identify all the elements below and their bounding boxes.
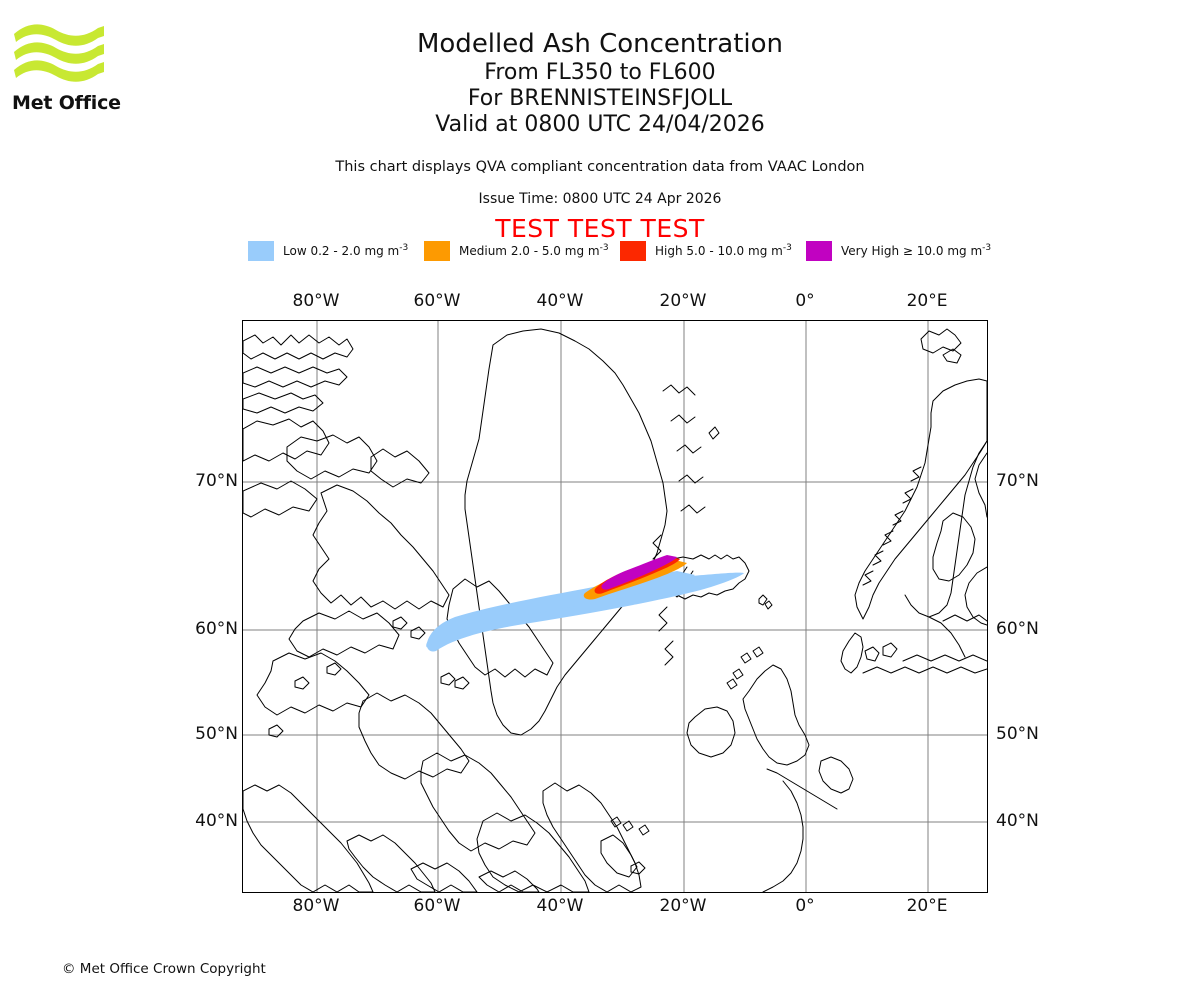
- copyright-footer: © Met Office Crown Copyright: [62, 961, 266, 977]
- legend-swatch-high: [620, 240, 646, 261]
- lon-label-bottom-1: 60°W: [413, 896, 461, 916]
- lon-label-bottom-2: 40°W: [536, 896, 584, 916]
- lon-label-top-0: 80°W: [292, 291, 340, 311]
- compliance-note: This chart displays QVA compliant concen…: [0, 156, 1200, 178]
- page-title: Modelled Ash Concentration: [416, 29, 784, 59]
- lon-label-top-5: 20°E: [906, 291, 948, 311]
- coastlines: [243, 328, 987, 892]
- chart-title-block: Modelled Ash Concentration From FL350 to…: [0, 28, 1200, 138]
- legend-label-very-high: Very High ≥ 10.0 mg m-3: [841, 243, 992, 258]
- concentration-legend: Low 0.2 - 2.0 mg m-3 Medium 2.0 - 5.0 mg…: [248, 240, 991, 262]
- met-office-wordmark: Met Office: [12, 92, 121, 114]
- lon-label-bottom-3: 20°W: [659, 896, 707, 916]
- lon-label-bottom-4: 0°: [795, 896, 815, 916]
- legend-entry-high: High 5.0 - 10.0 mg m-3: [620, 240, 792, 262]
- lat-label-right-3: 40°N: [996, 811, 1039, 831]
- legend-label-high: High 5.0 - 10.0 mg m-3: [655, 243, 792, 258]
- lat-label-left-1: 60°N: [195, 619, 238, 639]
- lon-label-bottom-0: 80°W: [292, 896, 340, 916]
- lat-label-right-1: 60°N: [996, 619, 1039, 639]
- met-office-wave-icon: [14, 24, 104, 82]
- lat-label-left-0: 70°N: [195, 471, 238, 491]
- lon-label-top-2: 40°W: [536, 291, 584, 311]
- legend-entry-low: Low 0.2 - 2.0 mg m-3: [248, 240, 408, 262]
- ash-plume: [426, 555, 744, 652]
- lat-label-right-0: 70°N: [996, 471, 1039, 491]
- lat-label-right-2: 50°N: [996, 724, 1039, 744]
- issue-time-text: Issue Time: 0800 UTC 24 Apr 2026: [478, 191, 722, 207]
- flight-level-subtitle: From FL350 to FL600: [484, 60, 716, 85]
- lon-label-top-4: 0°: [795, 291, 815, 311]
- legend-label-medium: Medium 2.0 - 5.0 mg m-3: [459, 243, 609, 258]
- map-plot-area: [242, 320, 988, 893]
- map-canvas: [243, 321, 987, 892]
- legend-swatch-very-high: [806, 240, 832, 261]
- legend-label-low: Low 0.2 - 2.0 mg m-3: [283, 243, 409, 258]
- valid-time-subtitle: Valid at 0800 UTC 24/04/2026: [435, 112, 765, 137]
- volcano-subtitle: For BRENNISTEINSFJOLL: [467, 86, 733, 111]
- lon-label-top-1: 60°W: [413, 291, 461, 311]
- lat-label-left-2: 50°N: [195, 724, 238, 744]
- lon-label-bottom-5: 20°E: [906, 896, 948, 916]
- compliance-note-text: This chart displays QVA compliant concen…: [335, 159, 865, 175]
- met-office-logo: Met Office: [12, 18, 132, 118]
- lon-label-top-3: 20°W: [659, 291, 707, 311]
- legend-entry-medium: Medium 2.0 - 5.0 mg m-3: [424, 240, 609, 262]
- test-banner: TEST TEST TEST: [495, 214, 705, 243]
- legend-swatch-medium: [424, 240, 450, 261]
- lat-label-left-3: 40°N: [195, 811, 238, 831]
- map-gridlines: [243, 321, 987, 892]
- legend-swatch-low: [248, 240, 274, 261]
- legend-entry-very-high: Very High ≥ 10.0 mg m-3: [806, 240, 991, 262]
